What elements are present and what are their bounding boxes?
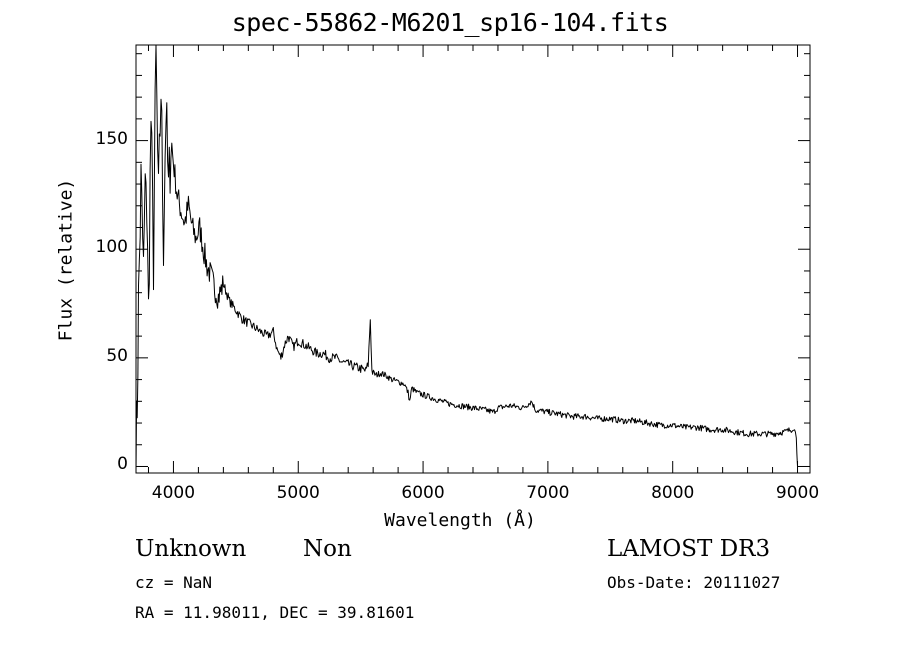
chart-title: spec-55862-M6201_sp16-104.fits [231, 8, 669, 37]
plot-border [135, 44, 811, 474]
x-tick-label: 4000 [151, 483, 196, 503]
x-tick-label: 6000 [401, 483, 445, 503]
series-group [135, 44, 798, 474]
y-axis-label: Flux (relative) [55, 178, 77, 342]
redshift-text: cz = NaN [135, 573, 213, 592]
coordinates-text: RA = 11.98011, DEC = 39.81601 [135, 603, 415, 622]
observation-date: Obs-Date: 20111027 [607, 573, 781, 592]
x-tick-label: 8000 [651, 483, 695, 503]
object-class: Unknown [135, 536, 247, 562]
y-tick-label: 150 [95, 128, 128, 149]
y-tick-label: 0 [117, 454, 128, 475]
x-tick-label: 7000 [526, 483, 570, 503]
x-axis-label: Wavelength (Å) [384, 510, 536, 531]
flux-series-line [135, 44, 798, 474]
x-tick-label: 5000 [276, 483, 320, 503]
plot-frame [135, 44, 811, 474]
y-tick-label: 50 [106, 345, 128, 366]
object-subclass: Non [303, 536, 352, 562]
axis-ticks [136, 45, 810, 473]
survey-name: LAMOST DR3 [607, 536, 771, 562]
y-tick-label: 100 [95, 237, 128, 258]
x-tick-label: 9000 [775, 483, 820, 503]
